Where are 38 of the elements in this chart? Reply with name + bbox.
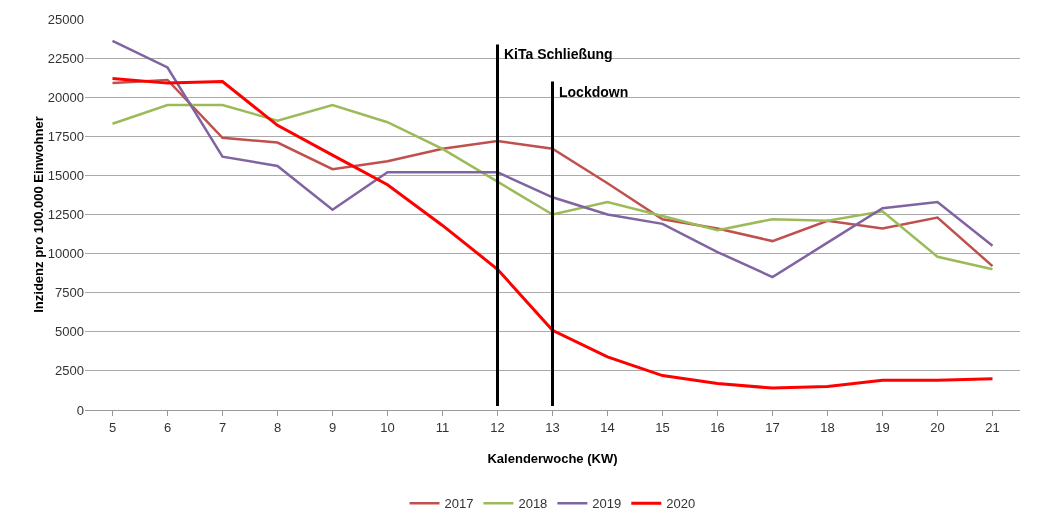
x-axis-title: Kalenderwoche (KW) — [487, 451, 618, 467]
ref-line-label: KiTa Schließung — [504, 46, 613, 62]
x-tick-label: 6 — [163, 419, 172, 435]
legend-label: 2018 — [518, 496, 548, 512]
x-tick-label: 18 — [820, 419, 835, 435]
x-tick-label: 15 — [655, 419, 670, 435]
y-tick-label: 17500 — [47, 128, 84, 144]
ref-line-label: Lockdown — [559, 84, 629, 100]
legend-label: 2020 — [666, 496, 696, 512]
x-tick-label: 20 — [930, 419, 945, 435]
y-tick-label: 5000 — [55, 324, 84, 340]
y-tick-label: 2500 — [55, 363, 84, 379]
x-tick-label: 9 — [328, 419, 337, 435]
x-tick-label: 8 — [273, 419, 282, 435]
y-tick-label: 15000 — [47, 167, 84, 183]
legend-label: 2019 — [592, 496, 622, 512]
x-tick-label: 19 — [875, 419, 890, 435]
y-tick-label: 10000 — [47, 246, 84, 262]
line-series — [111, 76, 994, 390]
x-tick-label: 13 — [545, 419, 560, 435]
y-tick-label: 0 — [76, 402, 84, 418]
x-tick-label: 12 — [490, 419, 505, 435]
x-tick-label: 5 — [108, 419, 117, 435]
y-tick-label: 25000 — [47, 11, 84, 27]
line-series — [111, 39, 994, 279]
x-tick-label: 17 — [765, 419, 780, 435]
x-tick-label: 11 — [435, 419, 450, 435]
x-tick-label: 21 — [985, 419, 1000, 435]
y-tick-label: 12500 — [47, 207, 84, 223]
legend-label: 2017 — [444, 496, 474, 512]
x-tick-label: 10 — [380, 419, 395, 435]
y-tick-label: 7500 — [55, 285, 84, 301]
x-tick-label: 7 — [218, 419, 227, 435]
y-tick-label: 22500 — [47, 50, 84, 66]
x-tick-label: 14 — [600, 419, 615, 435]
x-tick-label: 16 — [710, 419, 725, 435]
y-tick-label: 20000 — [47, 89, 84, 105]
y-axis-title: Inzidenz pro 100.000 Einwohner — [30, 116, 46, 313]
